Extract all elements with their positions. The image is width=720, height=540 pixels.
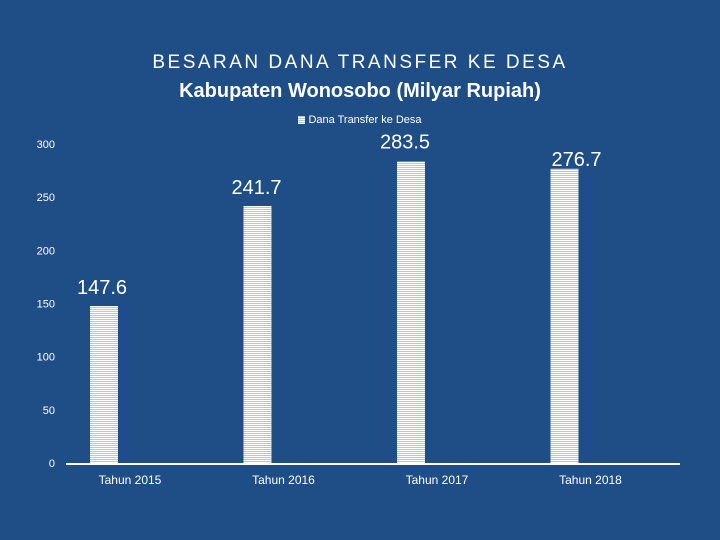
data-label: 283.5	[380, 132, 430, 154]
chart-title: BESARAN DANA TRANSFER KE DESA	[152, 52, 568, 73]
y-tick-label: 300	[37, 139, 55, 151]
y-tick-label: 0	[49, 458, 55, 470]
bar	[397, 161, 425, 464]
y-tick-label: 50	[43, 405, 55, 417]
legend: Dana Transfer ke Desa	[0, 114, 720, 126]
y-axis: 0 50 100 150 200 250 300	[37, 139, 55, 470]
x-tick-label: Tahun 2016	[252, 473, 315, 487]
bar-series	[90, 161, 579, 464]
y-tick-label: 250	[37, 192, 55, 204]
y-tick-label: 100	[37, 352, 55, 364]
data-label: 147.6	[77, 277, 127, 299]
chart-subtitle: Kabupaten Wonosobo (Milyar Rupiah)	[179, 80, 541, 102]
x-axis: Tahun 2015 Tahun 2016 Tahun 2017 Tahun 2018	[66, 463, 680, 487]
x-tick-label: Tahun 2017	[406, 473, 469, 487]
y-tick-label: 150	[37, 299, 55, 311]
y-tick-label: 200	[37, 245, 55, 257]
x-tick-label: Tahun 2015	[99, 473, 162, 487]
bar	[243, 205, 272, 463]
data-label: 276.7	[551, 149, 601, 171]
legend-swatch	[298, 116, 306, 124]
legend-label: Dana Transfer ke Desa	[308, 114, 422, 126]
data-labels: 147.6 241.7 283.5 276.7	[77, 132, 602, 300]
data-label: 241.7	[231, 177, 281, 199]
bar	[90, 306, 118, 463]
x-tick-label: Tahun 2018	[559, 473, 622, 487]
bar	[550, 168, 579, 463]
